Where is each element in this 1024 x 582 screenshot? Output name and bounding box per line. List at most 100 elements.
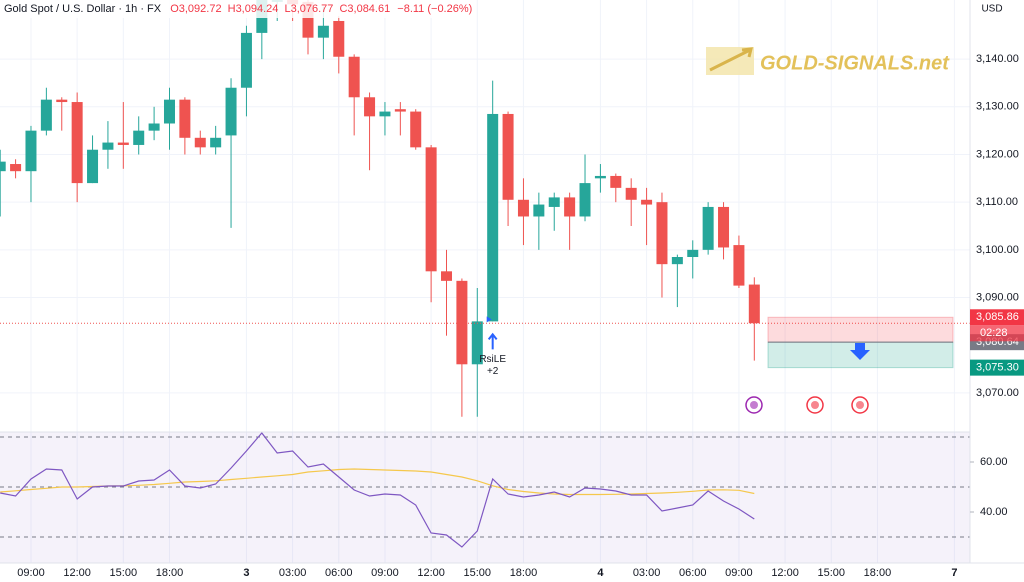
change: −8.11 (−0.26%) bbox=[397, 3, 472, 15]
candle-body bbox=[379, 111, 391, 117]
candle-body bbox=[148, 123, 160, 131]
candle-body bbox=[656, 202, 668, 265]
ohlc: L3,076.77 bbox=[284, 3, 333, 15]
candle-body bbox=[364, 97, 376, 117]
stop-zone bbox=[767, 316, 954, 343]
x-tick-label: 18:00 bbox=[510, 567, 538, 579]
ohlc: H3,094.24 bbox=[228, 3, 279, 15]
candle-body bbox=[302, 1, 314, 38]
candle-body bbox=[317, 25, 329, 38]
x-tick-label: 12:00 bbox=[417, 567, 445, 579]
candle-body bbox=[225, 87, 237, 136]
candle-body bbox=[410, 111, 422, 148]
logo-text: GOLD-SIGNALS.net bbox=[760, 52, 950, 74]
candle-body bbox=[502, 113, 514, 200]
rsi-line bbox=[0, 432, 755, 548]
x-tick-label: 7 bbox=[951, 567, 957, 579]
price-tag-label: 3,075.30 bbox=[976, 362, 1019, 374]
x-tick-label: 03:00 bbox=[279, 567, 307, 579]
candle-body bbox=[56, 99, 68, 103]
rsi-pane bbox=[0, 432, 970, 563]
candle-body bbox=[594, 175, 606, 179]
candle-body bbox=[564, 197, 576, 217]
candle-body bbox=[210, 137, 222, 148]
rsi-tick-label: 60.00 bbox=[980, 456, 1008, 468]
countdown: 02:28 bbox=[980, 327, 1008, 339]
ohlc: C3,084.61 bbox=[339, 3, 390, 15]
ohlc: O3,092.72 bbox=[170, 3, 221, 15]
y-tick-label: 3,140.00 bbox=[976, 53, 1019, 65]
candle-body bbox=[163, 99, 175, 124]
x-tick-label: 09:00 bbox=[17, 567, 45, 579]
candle-body bbox=[441, 271, 453, 281]
grid bbox=[0, 0, 970, 563]
candle-body bbox=[87, 149, 99, 184]
x-tick-label: 18:00 bbox=[864, 567, 892, 579]
x-tick-label: 15:00 bbox=[464, 567, 492, 579]
direction-arrow bbox=[850, 343, 870, 360]
candle-body bbox=[0, 161, 6, 172]
event-icon-inner bbox=[856, 401, 864, 409]
symbol: Gold Spot / U.S. Dollar · 1h · FX bbox=[4, 3, 162, 15]
candle-body bbox=[10, 164, 22, 172]
candle-body bbox=[718, 206, 730, 248]
price-pane: RsiLE+2 bbox=[0, 0, 970, 417]
x-tick-label: 15:00 bbox=[110, 567, 138, 579]
countdown-tag bbox=[970, 325, 1024, 342]
y-tick-label: 3,070.00 bbox=[976, 387, 1019, 399]
candle-body bbox=[733, 245, 745, 286]
x-tick-label: 03:00 bbox=[633, 567, 661, 579]
candle-body bbox=[487, 113, 499, 322]
candle-body bbox=[348, 56, 360, 98]
y-tick-label: 3,130.00 bbox=[976, 101, 1019, 113]
candle-body bbox=[102, 142, 114, 150]
event-icon-inner bbox=[811, 401, 819, 409]
candle-body bbox=[641, 199, 653, 205]
candle-body bbox=[517, 199, 529, 217]
signal-label: RsiLE bbox=[479, 354, 506, 365]
event-icon-inner bbox=[750, 401, 758, 409]
header: Gold Spot / U.S. Dollar · 1h · FX O3,092… bbox=[4, 3, 472, 15]
price-tag bbox=[970, 309, 1024, 326]
x-tick-label: 3 bbox=[243, 567, 249, 579]
candle-body bbox=[40, 99, 52, 131]
x-tick-label: 4 bbox=[597, 567, 604, 579]
candle-body bbox=[471, 321, 483, 365]
signal-triangle bbox=[486, 316, 492, 323]
x-tick-label: 15:00 bbox=[817, 567, 845, 579]
header-bg bbox=[0, 0, 458, 18]
logo-arrow bbox=[709, 47, 753, 72]
signal-count: +2 bbox=[487, 366, 499, 377]
axes: 09:00 12:00 15:00 18:00 3 03:00 06:00 09:00 12:0… bbox=[17, 53, 1024, 579]
rsi-tick-label: 40.00 bbox=[980, 506, 1008, 518]
candle-body bbox=[533, 204, 545, 217]
y-tick-label: 3,110.00 bbox=[976, 196, 1018, 208]
currency: USD bbox=[981, 4, 1002, 15]
price-tag-label: 3,085.86 bbox=[976, 311, 1019, 323]
x-tick-label: 09:00 bbox=[725, 567, 753, 579]
candle-body bbox=[702, 206, 714, 250]
candle-body bbox=[579, 183, 591, 217]
x-tick-label: 09:00 bbox=[371, 567, 399, 579]
candle-body bbox=[671, 257, 683, 265]
candle-body bbox=[748, 284, 760, 324]
candle-body bbox=[71, 102, 83, 184]
x-tick-label: 06:00 bbox=[325, 567, 353, 579]
candle-body bbox=[240, 32, 252, 88]
candle-body bbox=[117, 142, 129, 145]
price-tag bbox=[970, 359, 1024, 376]
candle-body bbox=[133, 130, 145, 145]
candle-body bbox=[548, 197, 560, 207]
x-tick-label: 06:00 bbox=[679, 567, 707, 579]
candle-body bbox=[425, 147, 437, 272]
candle-body bbox=[687, 249, 699, 258]
x-tick-label: 12:00 bbox=[63, 567, 91, 579]
candle-body bbox=[625, 187, 637, 200]
signal-arrow bbox=[487, 332, 498, 350]
y-tick-label: 3,090.00 bbox=[976, 291, 1019, 303]
candle-body bbox=[394, 109, 406, 112]
candle-body bbox=[25, 130, 37, 172]
rsi-lines bbox=[0, 432, 970, 548]
